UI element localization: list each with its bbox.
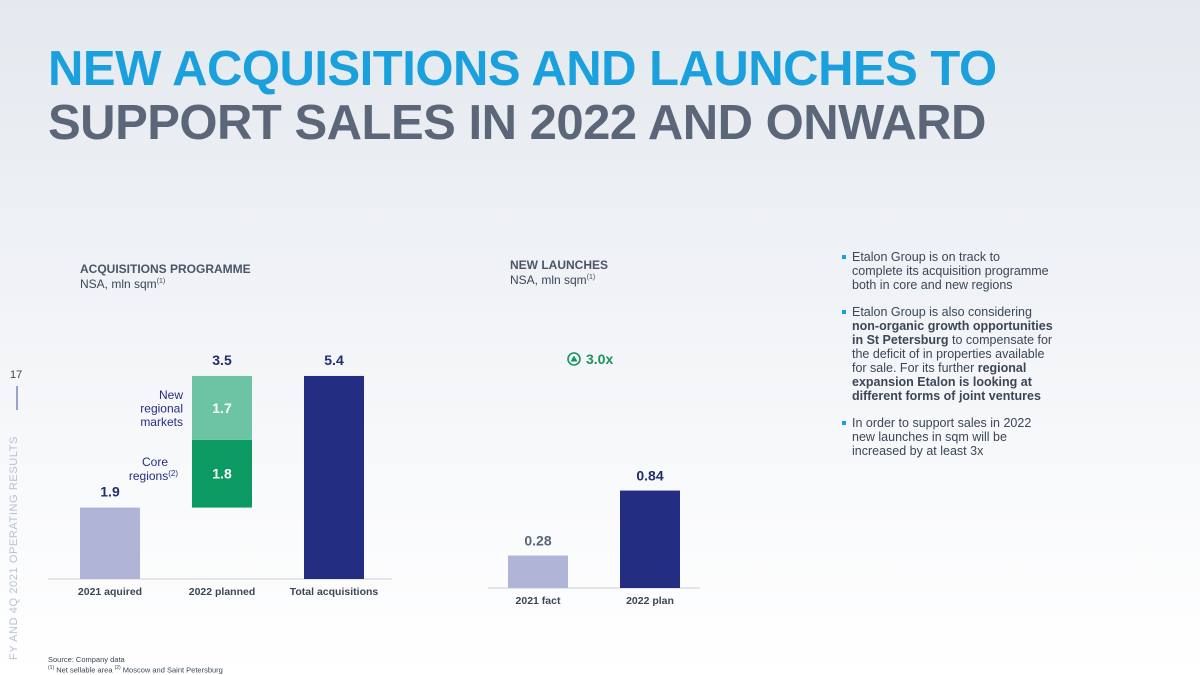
x-tick-label: 2022 planned [189, 586, 256, 598]
bar-2021-fact [508, 555, 568, 588]
bar-segment-core-regions [192, 439, 252, 508]
key-point-text: In order to support sales in 2022 new la… [852, 416, 1032, 458]
title-line-1: NEW ACQUISITIONS AND LAUNCHES TO [48, 42, 997, 96]
key-point-item: Etalon Group is also considering non-org… [838, 305, 1053, 403]
arrow-up-circle-icon [567, 352, 581, 366]
acquisitions-chart-title: ACQUISITIONS PROGRAMME [80, 262, 251, 276]
x-tick-label: 2022 plan [626, 595, 674, 607]
key-point-emphasis: non-organic growth opportunities in St P… [852, 319, 1053, 347]
page-number: 17 [10, 369, 23, 381]
bullet-marker [842, 421, 846, 425]
page-number-divider [16, 386, 18, 410]
bar-segment-new-regional-markets [192, 375, 252, 440]
bullet-marker [842, 255, 846, 259]
acquisitions-chart: 1.9 2021 aquired 1.8 1.7 3.5 2022 planned 5.4 T… [48, 352, 392, 598]
segment-legend-new-regional-markets: markets [140, 415, 183, 429]
acquisitions-chart-header: ACQUISITIONS PROGRAMME NSA, mln sqm(1) [80, 262, 251, 291]
segment-value-label: 1.7 [212, 400, 232, 416]
bar-value-label: 1.9 [100, 484, 120, 500]
bar-2021-aquired [80, 507, 140, 579]
launches-chart-header: NEW LAUNCHES NSA, mln sqm(1) [510, 258, 608, 287]
key-point-text: Etalon Group is also considering [852, 305, 1032, 319]
acquisitions-chart-subtitle: NSA, mln sqm(1) [80, 277, 166, 291]
segment-legend-core-regions-2: regions(2) [129, 469, 178, 483]
segment-value-label: 1.8 [212, 466, 232, 482]
segment-legend-new-regional-markets: regional [140, 402, 183, 416]
bar-2022-plan [620, 490, 680, 588]
bar-value-label: 5.4 [324, 352, 344, 368]
bar-total-acquisitions [304, 375, 364, 579]
key-point-item: Etalon Group is on track to complete its… [838, 250, 1053, 292]
key-point-emphasis: regional expansion Etalon is looking at … [852, 361, 1041, 403]
definitions-note: (1) Net sellable area (2) Moscow and Sai… [48, 665, 223, 675]
key-point-text: to compensate for the deficit of in prop… [852, 333, 1053, 375]
source-note: Source: Company data [48, 655, 125, 664]
launches-chart-title: NEW LAUNCHES [510, 258, 608, 272]
launches-chart-subtitle: NSA, mln sqm(1) [510, 273, 596, 287]
segment-legend-core-regions: Core [142, 455, 168, 469]
segment-legend-new-regional-markets: New [159, 388, 183, 402]
bar-value-label: 0.28 [524, 533, 551, 549]
bar-value-label: 0.84 [636, 468, 663, 484]
page-title: NEW ACQUISITIONS AND LAUNCHES TO SUPPORT… [48, 42, 997, 150]
key-point-text: Etalon Group is on track to complete its… [852, 250, 1049, 292]
launches-chart: 0.28 2021 fact 0.84 2022 plan 3.0x [488, 351, 700, 607]
title-line-2: SUPPORT SALES IN 2022 AND ONWARD [48, 96, 986, 150]
bullet-marker [842, 310, 846, 314]
footnotes: Source: Company data (1) Net sellable ar… [48, 655, 223, 675]
arrow-up-glyph [570, 355, 578, 362]
growth-annotation: 3.0x [586, 351, 613, 367]
x-tick-label: Total acquisitions [290, 586, 379, 598]
key-point-item: In order to support sales in 2022 new la… [838, 416, 1053, 458]
bar-value-label: 3.5 [212, 352, 232, 368]
x-tick-label: 2021 aquired [78, 586, 142, 598]
key-points-list: Etalon Group is on track to complete its… [838, 250, 1053, 471]
x-tick-label: 2021 fact [516, 595, 561, 607]
